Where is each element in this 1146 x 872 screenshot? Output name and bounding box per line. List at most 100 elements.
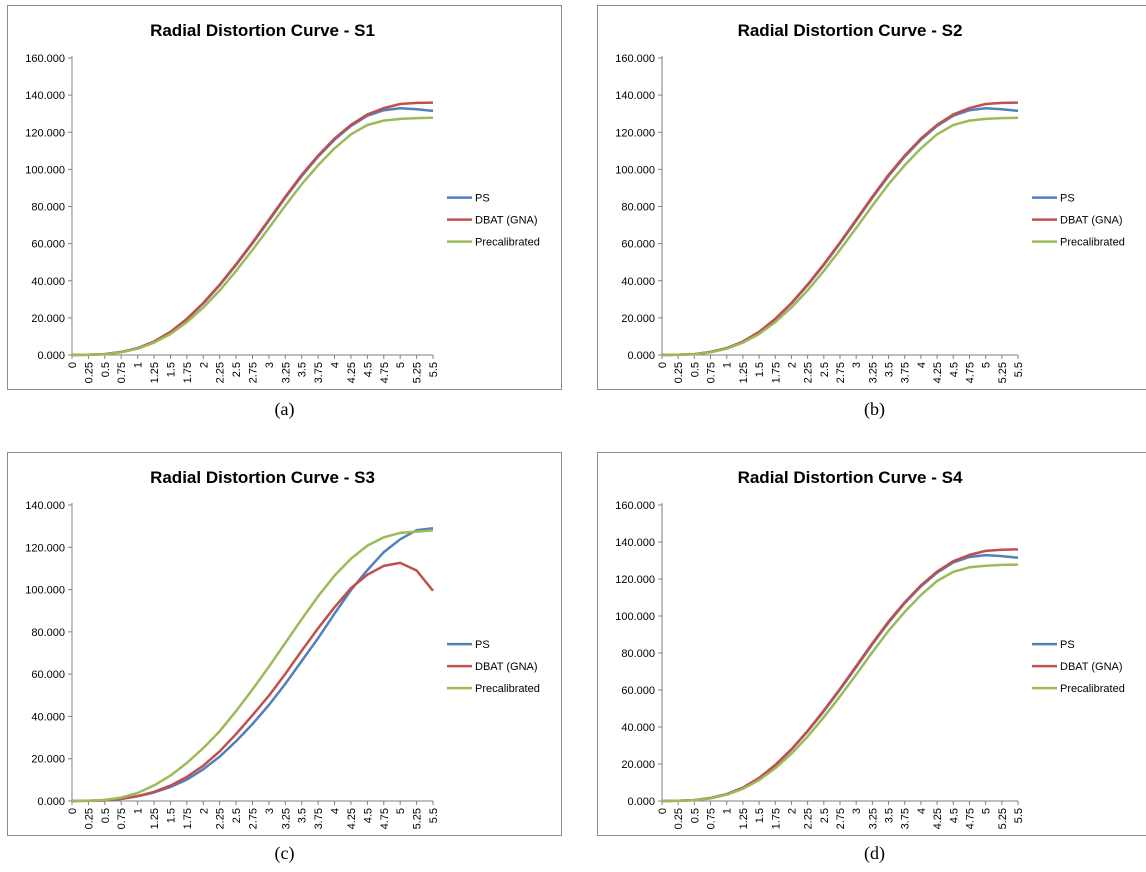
- legend-label: PS: [1060, 639, 1075, 651]
- x-tick-label: 1: [133, 362, 145, 368]
- x-tick-label: 0.5: [689, 362, 701, 377]
- x-tick-label: 4.75: [379, 808, 391, 829]
- chart-area: Radial Distortion Curve - S2 0.000 20.000 4…: [597, 5, 1146, 390]
- series-line-precalibrated: [71, 116, 434, 357]
- chart-area: Radial Distortion Curve - S1 0.000 20.000 4…: [7, 5, 562, 390]
- y-tick-label: 40.000: [621, 722, 655, 734]
- x-tick-label: 1.75: [182, 362, 194, 383]
- y-tick-label: 100.000: [615, 164, 655, 176]
- legend-label: DBAT (GNA): [1060, 661, 1123, 673]
- y-tick-label: 40.000: [31, 276, 65, 288]
- x-tick-label: 5.5: [1013, 808, 1025, 823]
- x-tick-label: 3.5: [884, 808, 896, 823]
- legend-label: PS: [475, 639, 490, 651]
- x-tick-label: 2.25: [803, 808, 815, 829]
- y-tick-label: 40.000: [621, 276, 655, 288]
- legend-label: DBAT (GNA): [475, 215, 538, 227]
- x-tick-label: 1.5: [165, 808, 177, 823]
- x-tick-label: 0.5: [100, 808, 112, 823]
- x-tick-label: 2: [198, 362, 210, 368]
- x-tick-label: 2.25: [215, 362, 227, 383]
- legend-label: Precalibrated: [475, 237, 540, 249]
- x-tick-label: 0.75: [116, 808, 128, 829]
- x-tick-label: 3: [264, 362, 276, 368]
- y-tick-label: 40.000: [31, 711, 65, 723]
- x-tick-label: 0.5: [100, 362, 112, 377]
- y-tick-label: 20.000: [621, 759, 655, 771]
- y-tick-label: 60.000: [31, 669, 65, 681]
- y-tick-label: 0.000: [627, 796, 655, 808]
- y-tick-label: 140.000: [25, 500, 65, 512]
- x-tick-label: 4: [916, 362, 928, 368]
- x-tick-label: 0.25: [83, 808, 95, 829]
- x-tick-label: 2.25: [803, 362, 815, 383]
- chart-panel-s1: Radial Distortion Curve - S1 0.000 20.000 4…: [7, 5, 562, 419]
- x-tick-label: 0.75: [116, 362, 128, 383]
- y-tick-label: 60.000: [621, 239, 655, 251]
- series-line-precalibrated: [71, 529, 434, 803]
- y-tick-label: 140.000: [615, 537, 655, 549]
- y-tick-label: 140.000: [615, 90, 655, 102]
- y-tick-label: 0.000: [627, 350, 655, 362]
- line-chart: Radial Distortion Curve - S1 0.000 20.000 4…: [25, 21, 540, 383]
- chart-title: Radial Distortion Curve - S4: [738, 468, 963, 487]
- x-tick-label: 5.25: [997, 362, 1009, 383]
- x-tick-label: 0.25: [83, 362, 95, 383]
- x-tick-label: 3.25: [867, 808, 879, 829]
- series-line-ps: [71, 107, 434, 357]
- x-tick-label: 5.5: [1013, 362, 1025, 377]
- y-tick-label: 60.000: [621, 685, 655, 697]
- series-line-precalibrated: [661, 563, 1019, 803]
- x-tick-label: 3.5: [297, 362, 309, 377]
- chart-area: Radial Distortion Curve - S4 0.000 20.000 4…: [597, 452, 1146, 836]
- x-tick-label: 5: [395, 362, 407, 368]
- x-tick-label: 3.75: [900, 362, 912, 383]
- x-tick-label: 5.5: [428, 362, 440, 377]
- x-tick-label: 3.75: [900, 808, 912, 829]
- y-tick-label: 120.000: [25, 542, 65, 554]
- y-tick-label: 100.000: [25, 164, 65, 176]
- legend-label: PS: [475, 193, 490, 205]
- series-line-dbat-gna: [71, 101, 434, 357]
- x-tick-label: 1.25: [149, 808, 161, 829]
- x-tick-label: 4.5: [362, 808, 374, 823]
- y-tick-label: 140.000: [25, 90, 65, 102]
- y-tick-label: 120.000: [615, 127, 655, 139]
- y-tick-label: 0.000: [37, 796, 65, 808]
- x-tick-label: 3.5: [884, 362, 896, 377]
- x-tick-label: 2.5: [819, 362, 831, 377]
- legend-label: Precalibrated: [1060, 237, 1125, 249]
- y-tick-label: 20.000: [621, 313, 655, 325]
- x-tick-label: 4.25: [346, 808, 358, 829]
- x-tick-label: 4.25: [932, 808, 944, 829]
- x-tick-label: 1.75: [182, 808, 194, 829]
- x-tick-label: 2.75: [835, 362, 847, 383]
- x-tick-label: 1.75: [770, 362, 782, 383]
- y-tick-label: 0.000: [37, 350, 65, 362]
- x-tick-label: 1.25: [738, 362, 750, 383]
- x-tick-label: 0: [657, 808, 669, 814]
- x-tick-label: 2: [786, 808, 798, 814]
- figure-caption: (d): [864, 843, 885, 863]
- x-tick-label: 5: [981, 362, 993, 368]
- chart-area: Radial Distortion Curve - S3 0.000 20.000 4…: [7, 452, 562, 836]
- x-tick-label: 0.25: [673, 362, 685, 383]
- x-tick-label: 0: [657, 362, 669, 368]
- x-tick-label: 4.5: [948, 362, 960, 377]
- x-tick-label: 0: [67, 808, 79, 814]
- x-tick-label: 0.75: [706, 362, 718, 383]
- series-line-dbat-gna: [661, 101, 1019, 357]
- x-tick-label: 5.5: [428, 808, 440, 823]
- figure-caption: (c): [274, 843, 295, 863]
- x-tick-label: 5: [981, 808, 993, 814]
- x-tick-label: 0.5: [689, 808, 701, 823]
- x-tick-label: 0: [67, 362, 79, 368]
- x-tick-label: 3.25: [867, 362, 879, 383]
- x-tick-label: 2: [786, 362, 798, 368]
- y-tick-label: 120.000: [25, 127, 65, 139]
- legend-label: Precalibrated: [1060, 683, 1125, 695]
- chart-title: Radial Distortion Curve - S3: [150, 468, 375, 487]
- y-tick-label: 80.000: [621, 202, 655, 214]
- x-tick-label: 4: [916, 808, 928, 814]
- x-tick-label: 2.75: [248, 808, 260, 829]
